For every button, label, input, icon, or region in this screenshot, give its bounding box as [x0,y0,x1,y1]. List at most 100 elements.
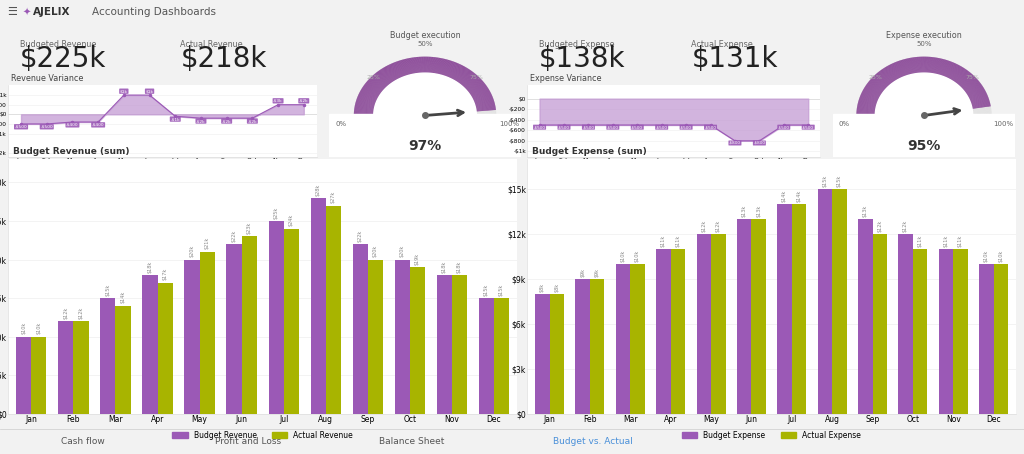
Text: 25%: 25% [367,75,381,80]
Polygon shape [856,112,876,114]
Polygon shape [467,82,483,91]
Polygon shape [957,73,971,85]
Polygon shape [426,57,427,73]
Bar [494,298,509,414]
Polygon shape [413,57,417,74]
Polygon shape [865,86,882,94]
Polygon shape [467,82,484,92]
Polygon shape [383,68,395,81]
Text: $15k: $15k [484,283,488,296]
Polygon shape [430,57,432,74]
Polygon shape [876,74,890,86]
Polygon shape [469,86,486,94]
Polygon shape [958,74,972,86]
Polygon shape [928,57,930,73]
Polygon shape [377,72,391,84]
Polygon shape [469,85,486,94]
Polygon shape [435,58,440,74]
Polygon shape [374,74,388,86]
Polygon shape [864,88,881,96]
Polygon shape [369,79,385,90]
Polygon shape [968,89,985,97]
Polygon shape [390,64,400,79]
Polygon shape [968,89,984,97]
Polygon shape [933,58,937,74]
Polygon shape [938,59,944,75]
Polygon shape [868,81,885,91]
Polygon shape [466,79,482,90]
Polygon shape [437,59,443,74]
Polygon shape [451,65,462,79]
Polygon shape [936,59,941,74]
Polygon shape [389,64,400,79]
Polygon shape [392,63,402,78]
Polygon shape [970,95,988,101]
Polygon shape [403,59,410,75]
Polygon shape [862,92,880,99]
Polygon shape [896,62,904,77]
Polygon shape [858,102,877,106]
Polygon shape [440,59,447,75]
Bar [226,244,242,414]
Polygon shape [410,58,415,74]
Polygon shape [475,101,495,106]
Polygon shape [864,87,882,95]
Polygon shape [460,72,473,84]
Polygon shape [461,73,475,85]
Polygon shape [368,80,384,90]
Polygon shape [441,59,449,75]
Polygon shape [365,84,382,94]
Polygon shape [857,109,876,111]
Polygon shape [864,87,882,95]
Polygon shape [888,65,898,79]
Polygon shape [365,84,382,93]
Polygon shape [475,103,495,107]
Polygon shape [466,81,483,91]
Polygon shape [857,106,876,109]
Polygon shape [370,79,385,89]
Polygon shape [451,64,461,79]
Polygon shape [955,70,968,83]
Polygon shape [952,68,965,81]
Polygon shape [937,59,942,75]
Text: 100%: 100% [993,121,1014,127]
Polygon shape [861,93,880,99]
Polygon shape [453,66,464,80]
Polygon shape [382,68,394,82]
Polygon shape [888,66,898,80]
Polygon shape [386,66,397,80]
Polygon shape [408,58,413,74]
Text: Accounting Dashboards: Accounting Dashboards [92,7,216,18]
Polygon shape [400,60,408,76]
Polygon shape [861,94,879,101]
Polygon shape [867,83,884,93]
Polygon shape [452,65,462,79]
Polygon shape [872,77,887,88]
Polygon shape [368,81,384,91]
Polygon shape [890,64,900,79]
Polygon shape [362,87,381,95]
Polygon shape [959,75,974,87]
Polygon shape [860,96,878,102]
Polygon shape [949,65,959,79]
Polygon shape [856,111,876,113]
Polygon shape [445,61,454,77]
Polygon shape [475,104,495,108]
Polygon shape [457,69,470,83]
Polygon shape [956,72,970,84]
Polygon shape [919,57,921,73]
Polygon shape [354,107,375,110]
Polygon shape [881,70,893,83]
Polygon shape [475,100,495,105]
Polygon shape [388,65,398,79]
Polygon shape [362,88,380,96]
Polygon shape [869,80,885,90]
Polygon shape [443,60,452,76]
Polygon shape [856,113,876,114]
Polygon shape [965,84,981,93]
Polygon shape [470,87,487,95]
Polygon shape [464,77,480,89]
Text: $15k: $15k [837,175,842,187]
Polygon shape [354,113,374,114]
Polygon shape [366,83,382,92]
